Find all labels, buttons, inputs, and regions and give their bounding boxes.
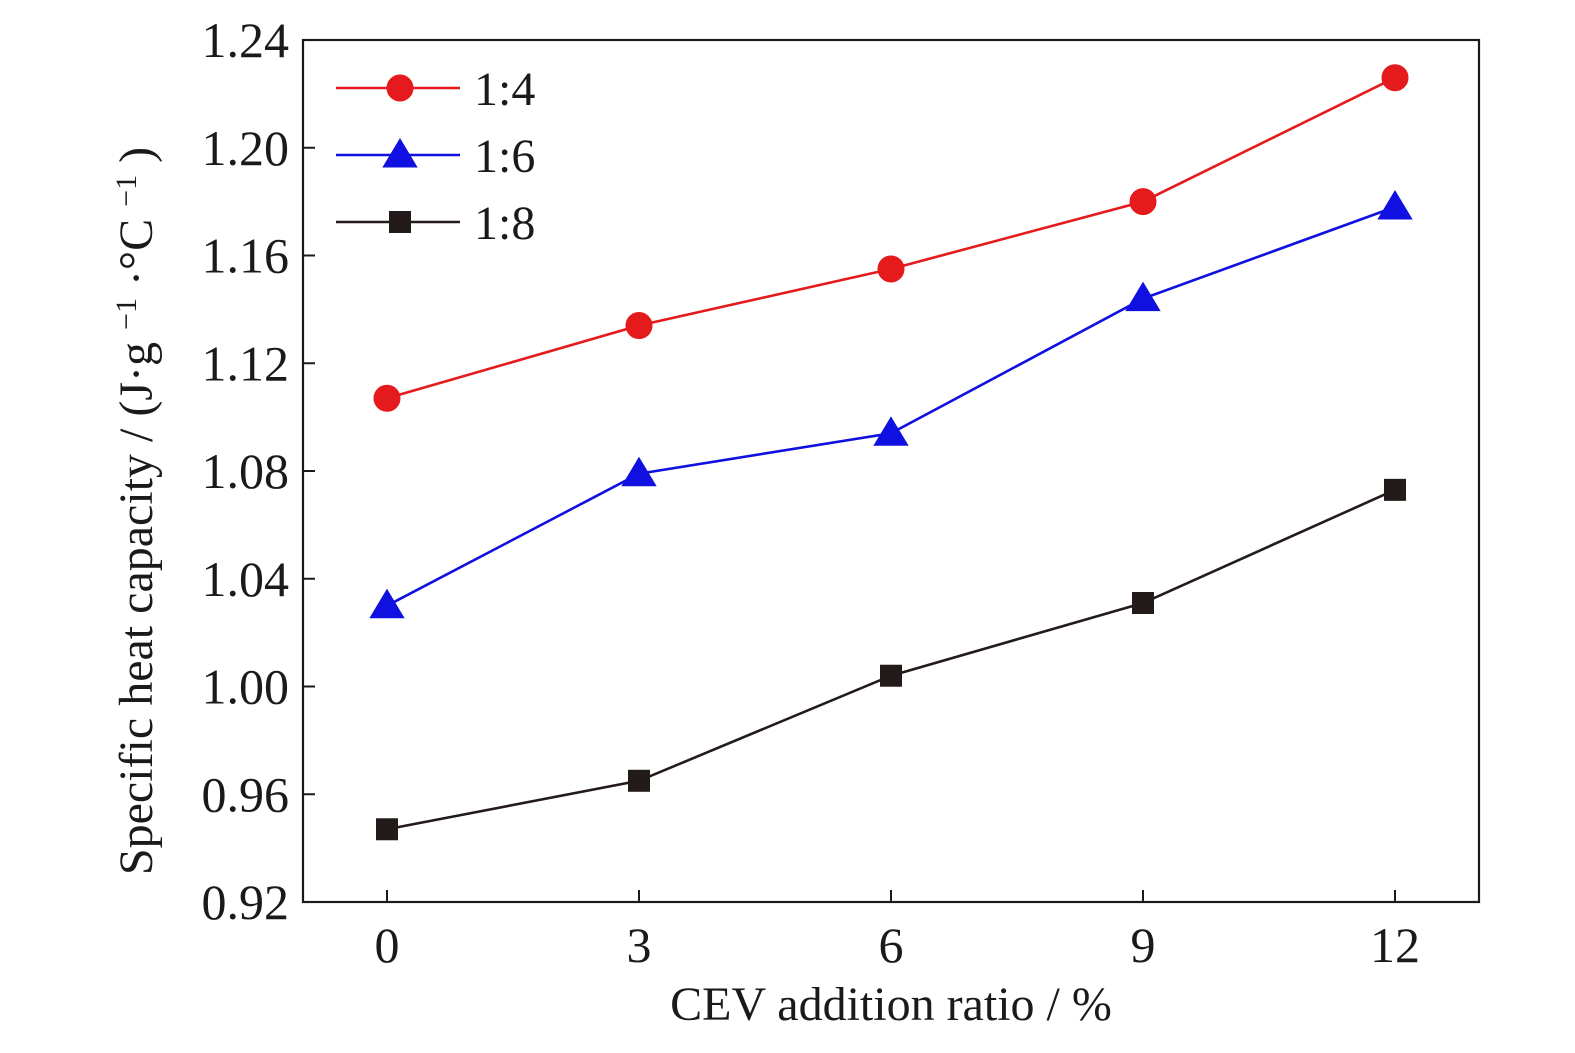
y-tick-label: 1.24 [202, 12, 290, 68]
y-axis-title-main: Specific heat capacity / (J·g [110, 342, 163, 875]
series-3 [376, 478, 1406, 841]
legend-marker [382, 138, 418, 168]
legend-item: 1:6 [336, 130, 535, 183]
y-tick-label: 1.08 [202, 443, 290, 499]
legend-label: 1:8 [474, 197, 535, 250]
y-tick-label: 1.00 [202, 659, 290, 715]
y-axis-title: Specific heat capacity / (J·g −1 ·°C −1 … [110, 147, 164, 875]
y-axis-title-end: ) [110, 147, 163, 163]
data-point [1125, 281, 1161, 312]
x-axis-title: CEV addition ratio / % [670, 978, 1112, 1031]
y-axis-title-mid: ·°C [110, 219, 163, 286]
legend: 1:4 1:6 1:8 [336, 63, 535, 250]
series-layer [369, 64, 1413, 841]
x-tick-label: 9 [1131, 917, 1156, 973]
data-point [1129, 188, 1157, 216]
y-tick-label: 1.16 [202, 228, 290, 284]
y-tick-label: 1.20 [202, 120, 290, 176]
x-tick-label: 6 [879, 917, 904, 973]
legend-item: 1:4 [336, 63, 535, 116]
data-point [621, 456, 657, 487]
data-point [877, 255, 905, 283]
data-point [376, 818, 398, 841]
y-axis-title-exp1: −1 [110, 298, 143, 330]
series-line [386, 76, 1396, 400]
legend-label: 1:4 [474, 63, 535, 116]
data-point [873, 416, 909, 446]
series-2 [369, 190, 1413, 619]
data-point [369, 588, 405, 619]
data-point [373, 384, 401, 412]
legend-item: 1:8 [336, 197, 535, 250]
y-tick-label: 0.92 [202, 874, 290, 930]
series-1 [373, 64, 1409, 412]
legend-marker [389, 211, 411, 233]
data-point [625, 312, 653, 340]
data-point [880, 664, 902, 687]
data-point [628, 769, 650, 792]
series-line [386, 488, 1396, 831]
legend-label: 1:6 [474, 130, 535, 183]
data-point [1132, 591, 1154, 614]
x-tick-label: 3 [627, 917, 652, 973]
data-point [1384, 478, 1406, 501]
x-tick-label: 0 [375, 917, 400, 973]
y-axis: 0.92 0.96 1.00 1.04 1.08 1.12 1.16 1.20 1.24 [202, 12, 315, 930]
legend-marker [386, 74, 414, 102]
y-axis-title-exp2: −1 [110, 175, 143, 207]
y-tick-label: 1.12 [202, 335, 290, 391]
x-axis: 0 3 6 9 12 [375, 890, 1420, 973]
data-point [1381, 64, 1409, 92]
data-point [1377, 190, 1413, 220]
x-tick-label: 12 [1370, 917, 1420, 973]
y-tick-label: 1.04 [202, 551, 290, 607]
y-tick-label: 0.96 [202, 766, 290, 822]
